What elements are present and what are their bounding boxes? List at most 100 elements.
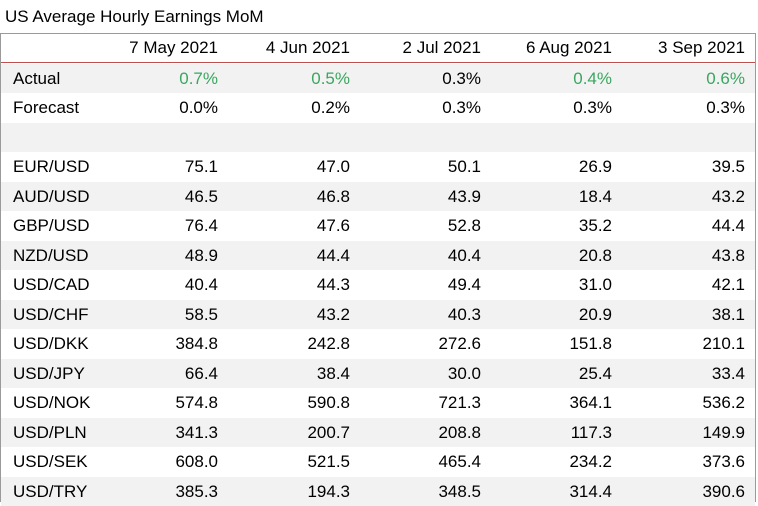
table-cell: 234.2	[569, 452, 612, 471]
table-cell: 151.8	[569, 334, 612, 353]
row-label: EUR/USD	[13, 157, 90, 176]
row-label: USD/DKK	[13, 334, 89, 353]
table-cell: 272.6	[438, 334, 481, 353]
table-cell: 149.9	[702, 422, 745, 442]
table-cell: 590.8	[307, 393, 350, 412]
column-header: 2 Jul 2021	[402, 38, 481, 57]
table-cell: 242.8	[307, 334, 350, 353]
table-cell: 39.5	[711, 157, 745, 176]
table-cell: 574.8	[175, 393, 218, 412]
table-cell: 46.8	[316, 186, 350, 206]
table-row: NZD/USD 48.9 44.4 40.4 20.8 43.8	[1, 240, 755, 270]
table-cell: 0.3%	[573, 98, 612, 117]
table-cell: 208.8	[438, 422, 481, 442]
table-cell: 35.2	[578, 216, 612, 235]
table-cell: 38.4	[316, 363, 350, 383]
table-cell: 0.0%	[179, 98, 218, 117]
table-cell: 75.1	[184, 157, 218, 176]
table-cell: 43.9	[447, 186, 481, 206]
table-cell: 42.1	[711, 275, 745, 294]
table-cell: 465.4	[438, 452, 481, 471]
table-cell: 20.8	[578, 245, 612, 265]
row-label: USD/SEK	[13, 452, 88, 471]
table-cell: 314.4	[569, 481, 612, 501]
table-cell: 0.4%	[573, 68, 612, 88]
table-cell: 373.6	[702, 452, 745, 471]
table-cell: 44.4	[316, 245, 350, 265]
row-label: USD/NOK	[13, 393, 91, 412]
table-row: USD/PLN 341.3 200.7 208.8 117.3 149.9	[1, 417, 755, 447]
table-cell: 38.1	[711, 304, 745, 324]
earnings-table: 7 May 2021 4 Jun 2021 2 Jul 2021 6 Aug 2…	[0, 33, 756, 506]
table-cell: 76.4	[184, 216, 218, 235]
table-cell: 33.4	[711, 363, 745, 383]
table-cell: 341.3	[175, 422, 218, 442]
table-cell: 31.0	[578, 275, 612, 294]
table-cell: 30.0	[447, 363, 481, 383]
table-cell: 364.1	[569, 393, 612, 412]
table-cell: 200.7	[307, 422, 350, 442]
table-cell: 0.6%	[706, 68, 745, 88]
table-cell: 40.4	[184, 275, 218, 294]
table-row: Forecast 0.0% 0.2% 0.3% 0.3% 0.3%	[1, 93, 755, 122]
table-cell: 44.3	[316, 275, 350, 294]
table-cell: 47.6	[316, 216, 350, 235]
table-cell: 194.3	[307, 481, 350, 501]
table-row: USD/CAD 40.4 44.3 49.4 31.0 42.1	[1, 270, 755, 299]
row-label: USD/JPY	[13, 363, 85, 383]
table-cell: 0.5%	[311, 68, 350, 88]
table-cell: 26.9	[578, 157, 612, 176]
table-cell: 385.3	[175, 481, 218, 501]
table-row: USD/JPY 66.4 38.4 30.0 25.4 33.4	[1, 358, 755, 388]
column-header: 6 Aug 2021	[525, 38, 612, 57]
row-label: NZD/USD	[13, 245, 89, 265]
table-cell: 608.0	[175, 452, 218, 471]
table-cell: 521.5	[307, 452, 350, 471]
table-cell: 0.7%	[179, 68, 218, 88]
table-row: GBP/USD 76.4 47.6 52.8 35.2 44.4	[1, 211, 755, 240]
table-cell: 50.1	[447, 157, 481, 176]
row-label: USD/TRY	[13, 481, 88, 501]
table-cell: 43.8	[711, 245, 745, 265]
table-row: USD/CHF 58.5 43.2 40.3 20.9 38.1	[1, 299, 755, 329]
table-cell: 384.8	[175, 334, 218, 353]
table-cell: 0.3%	[706, 98, 745, 117]
row-label: Forecast	[13, 98, 80, 117]
table-cell: 46.5	[184, 186, 218, 206]
table-row: AUD/USD 46.5 46.8 43.9 18.4 43.2	[1, 181, 755, 211]
table-cell: 536.2	[702, 393, 745, 412]
table-cell: 49.4	[447, 275, 481, 294]
table-cell: 66.4	[184, 363, 218, 383]
table-cell: 210.1	[702, 334, 745, 353]
table-cell: 47.0	[316, 157, 350, 176]
table-cell: 48.9	[184, 245, 218, 265]
table-cell: 0.3%	[442, 68, 481, 88]
table-cell: 58.5	[184, 304, 218, 324]
table-cell: 40.3	[447, 304, 481, 324]
row-label: USD/CAD	[13, 275, 90, 294]
column-header: 4 Jun 2021	[265, 38, 350, 57]
table-cell: 43.2	[711, 186, 745, 206]
row-label: GBP/USD	[13, 216, 90, 235]
table-row: USD/NOK 574.8 590.8 721.3 364.1 536.2	[1, 388, 755, 417]
table-cell: 25.4	[578, 363, 612, 383]
table-row: USD/TRY 385.3 194.3 348.5 314.4 390.6	[1, 476, 755, 506]
table-cell: 117.3	[570, 422, 612, 442]
table-cell: 40.4	[447, 245, 481, 265]
table-cell: 52.8	[447, 216, 481, 235]
column-header: 3 Sep 2021	[658, 38, 745, 57]
row-label: USD/CHF	[13, 304, 89, 324]
table-cell: 348.5	[438, 481, 481, 501]
table-cell: 18.4	[578, 186, 612, 206]
row-label: USD/PLN	[13, 422, 87, 442]
table-cell: 0.2%	[311, 98, 350, 117]
column-header: 7 May 2021	[129, 38, 218, 57]
table-row: USD/SEK 608.0 521.5 465.4 234.2 373.6	[1, 447, 755, 476]
table-cell: 390.6	[702, 481, 745, 501]
table-row: USD/DKK 384.8 242.8 272.6 151.8 210.1	[1, 329, 755, 358]
table-cell: 721.3	[438, 393, 481, 412]
table-header-row: 7 May 2021 4 Jun 2021 2 Jul 2021 6 Aug 2…	[1, 34, 755, 63]
table-cell: 43.2	[316, 304, 350, 324]
table-cell: 0.3%	[442, 98, 481, 117]
table-cell: 20.9	[578, 304, 612, 324]
